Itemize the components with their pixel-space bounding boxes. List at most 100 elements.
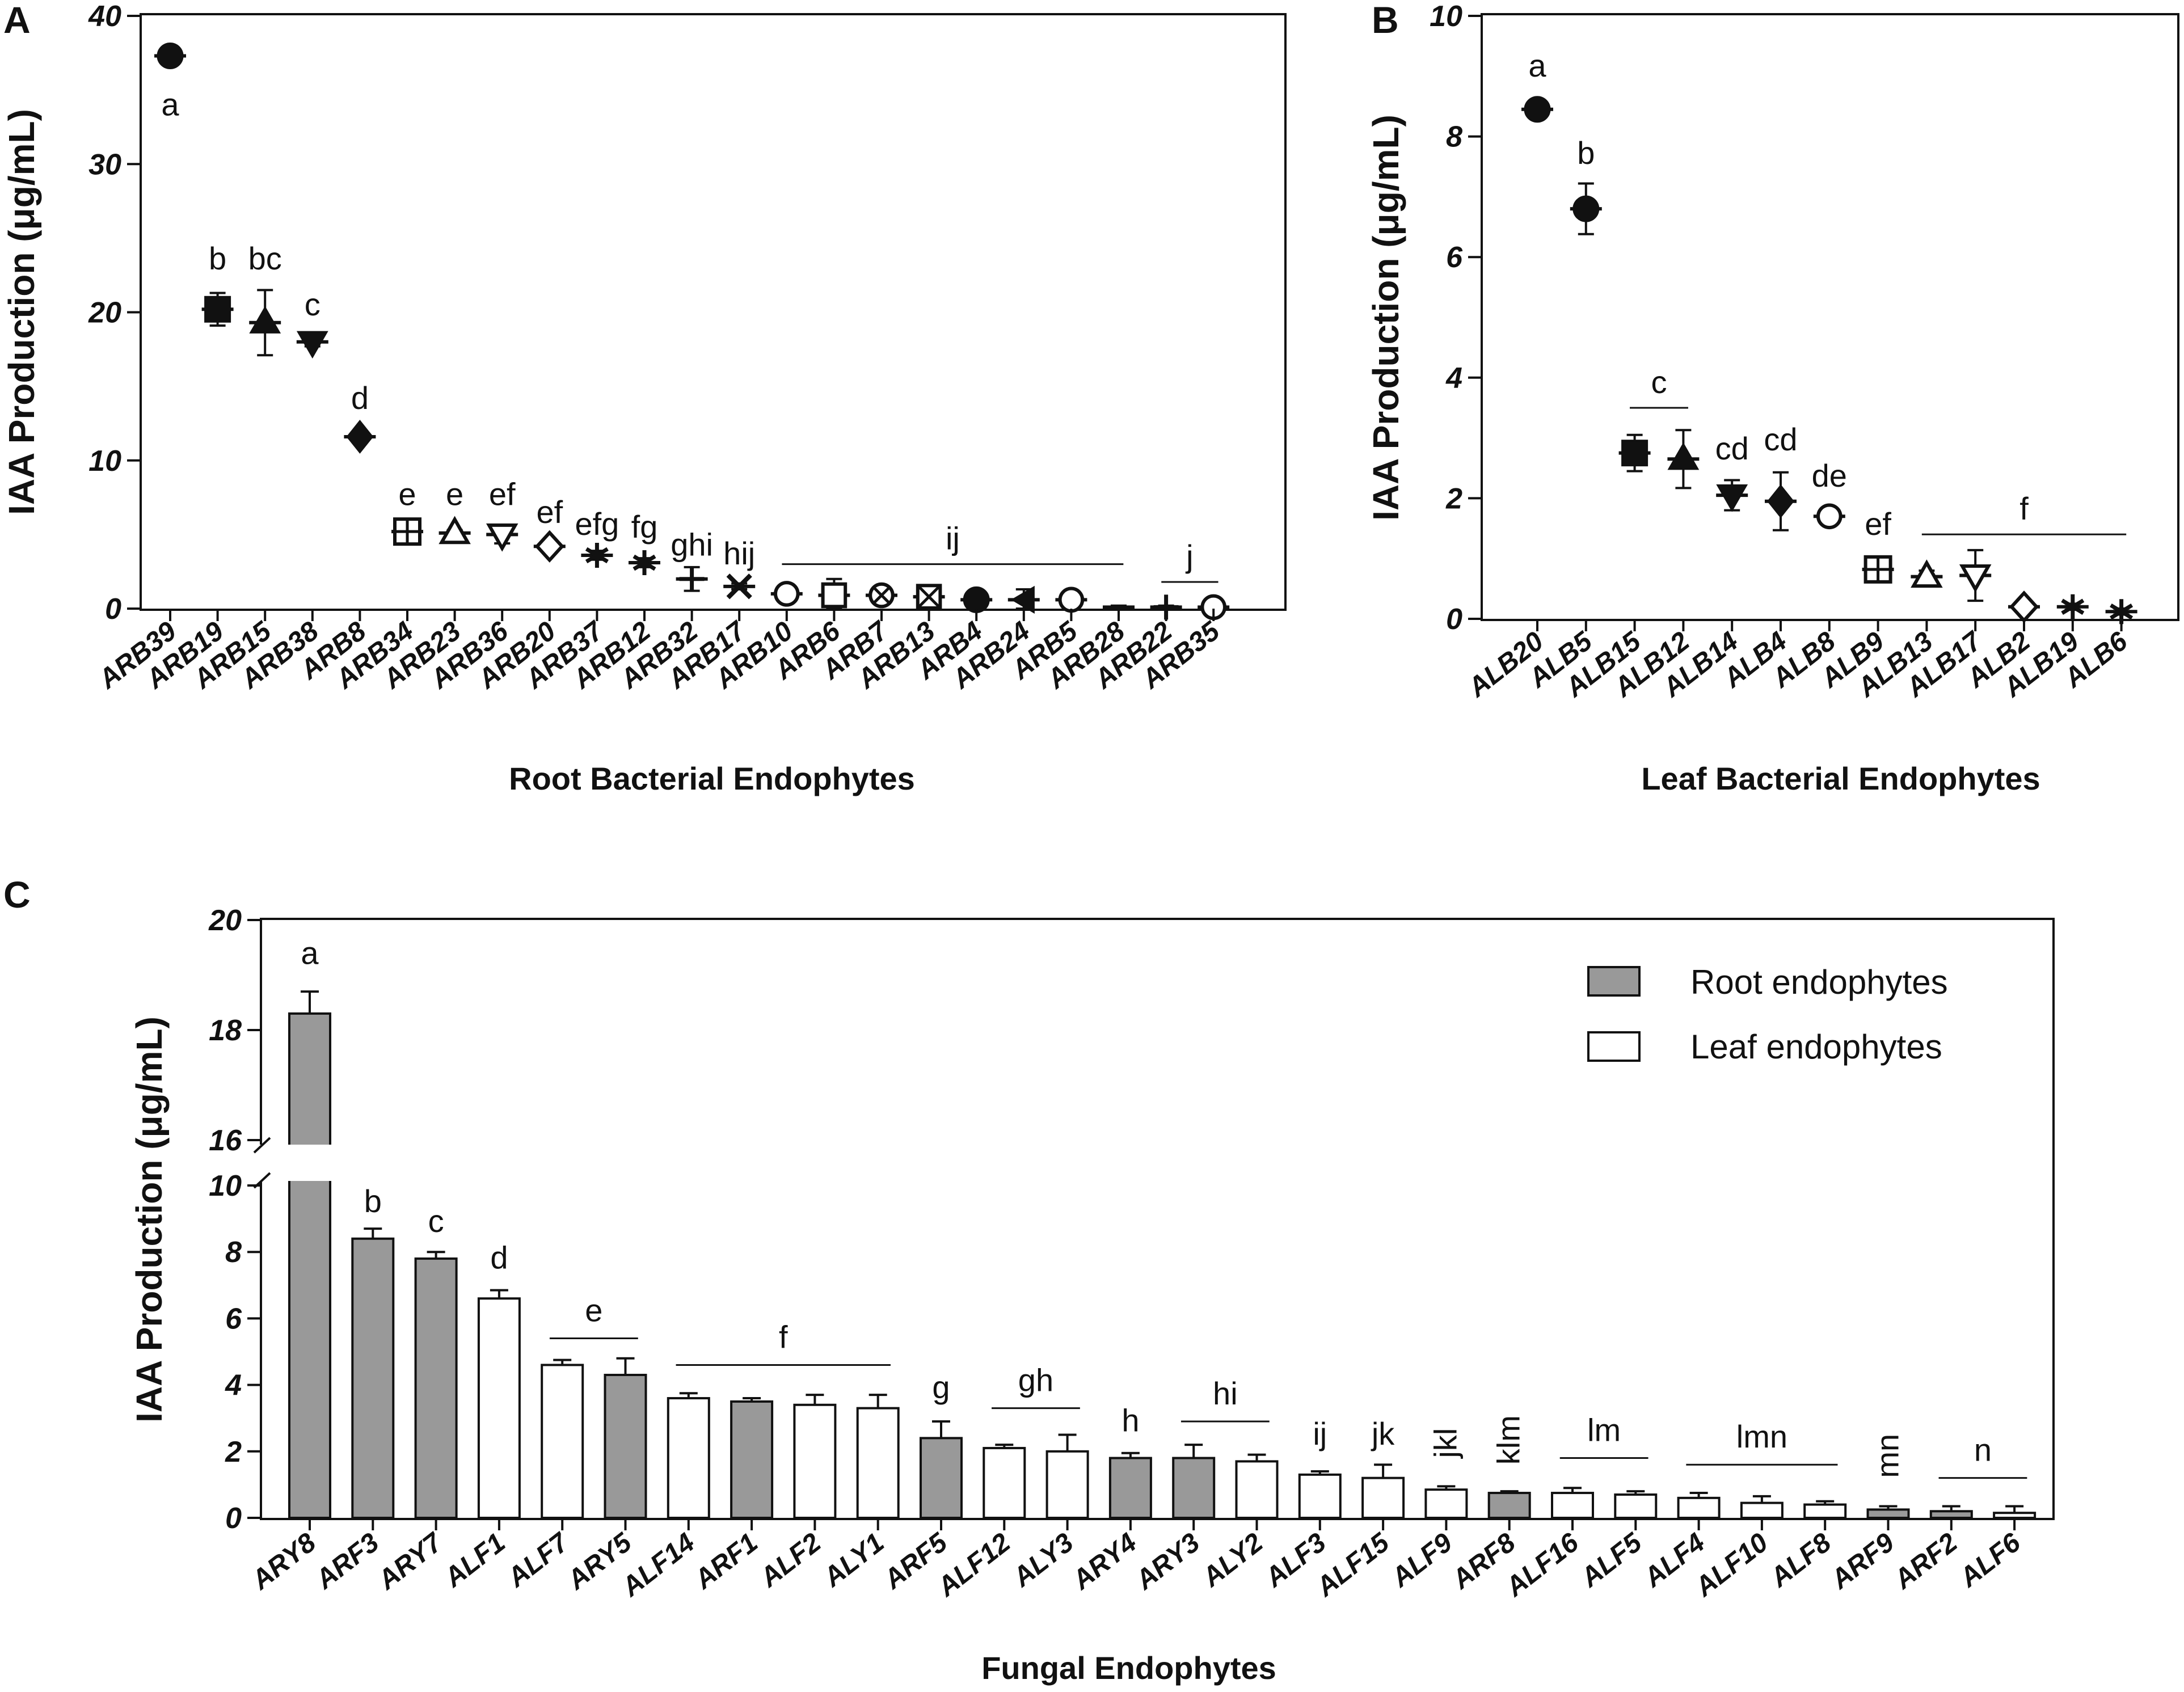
data-point-arb20 <box>534 530 564 563</box>
x-tick-label-alf5: ALF5 <box>1575 1527 1648 1593</box>
bar-alf4 <box>1677 1496 1721 1520</box>
legend-label-root: Root endophytes <box>1690 963 1948 1001</box>
bar-alf8 <box>1803 1503 1847 1520</box>
x-tick-label-aly2: ALY2 <box>1196 1528 1269 1593</box>
x-tick-label-alf9: ALF9 <box>1385 1528 1458 1593</box>
data-point-arb32 <box>679 566 705 592</box>
significance-label: hij <box>723 535 755 571</box>
bar-alf12 <box>983 1446 1026 1519</box>
y-tick-label: 8 <box>225 1236 242 1269</box>
data-point-arb37 <box>585 542 609 568</box>
data-point-alb17 <box>1959 564 1992 593</box>
data-point-arb34-plus <box>395 519 420 545</box>
x-tick-label-alf7: ALF7 <box>501 1526 575 1593</box>
panel-c-y-axis: 0 2 4 6 8 10 16 18 20 <box>208 904 262 1535</box>
bar-aly1 <box>856 1407 900 1520</box>
y-tick-label: 0 <box>105 593 121 626</box>
y-tick-label: 10 <box>88 445 121 478</box>
significance-label: b <box>209 240 226 276</box>
data-point-arb4 <box>963 586 990 613</box>
significance-label: b <box>364 1183 382 1219</box>
panel-letter-b: B <box>1372 0 1399 41</box>
significance-label: c <box>305 286 321 322</box>
x-tick-label-alf15: ALF15 <box>1310 1527 1395 1602</box>
y-tick-label: 20 <box>88 297 121 330</box>
panel-b-x-axis-label: Leaf Bacterial Endophytes <box>1641 761 2040 796</box>
data-point-alb2 <box>2009 590 2039 623</box>
bar-arf2 <box>1929 1510 1973 1520</box>
y-tick-label: 10 <box>209 1170 242 1202</box>
y-tick-label: 6 <box>225 1302 242 1335</box>
y-tick-label: 40 <box>88 0 121 33</box>
data-point-alb12 <box>1667 442 1700 470</box>
y-tick-label: 4 <box>1445 362 1462 395</box>
bar-alf3 <box>1298 1473 1342 1520</box>
x-tick-label-ary4: ARY4 <box>1066 1528 1142 1596</box>
data-point-alb20 <box>1524 96 1551 123</box>
x-tick-label-arf2: ARF2 <box>1888 1528 1963 1596</box>
panel-c-y-axis-label: IAA Production (μg/mL) <box>129 1016 170 1423</box>
bar-arf9 <box>1866 1508 1910 1520</box>
significance-label: g <box>932 1369 950 1405</box>
bar-ary4 <box>1108 1457 1152 1520</box>
data-point-arb5 <box>1058 586 1085 613</box>
significance-label: mn <box>1870 1434 1905 1478</box>
axis-break-slash <box>253 1172 271 1189</box>
y-tick-label: 16 <box>209 1124 242 1157</box>
data-point-arb39 <box>157 43 184 70</box>
bar-aly2 <box>1235 1460 1279 1519</box>
bar-alf16 <box>1551 1492 1594 1520</box>
panel-a-root-bacterial: 0 10 20 30 40 ARB39ARB19ARB15ARB38ARB8ARB34A… <box>1 0 1287 796</box>
panel-c-axis-break <box>245 1137 334 1189</box>
significance-label: e <box>398 476 416 512</box>
axis-break-gap <box>245 1145 334 1181</box>
significance-label: cd <box>1764 421 1797 457</box>
x-tick-label-aly1: ALY1 <box>817 1528 889 1593</box>
significance-label: ij <box>1313 1416 1327 1452</box>
panel-b-x-axis: ALB20ALB5ALB15ALB12ALB14ALB4ALB8ALB9ALB1… <box>1462 619 2134 703</box>
significance-label: f <box>779 1319 788 1355</box>
significance-label: hi <box>1213 1375 1238 1411</box>
significance-label: c <box>428 1203 444 1239</box>
x-tick-label-arf1: ARF1 <box>689 1528 764 1596</box>
data-point-arb38 <box>296 331 328 359</box>
significance-label: d <box>490 1240 508 1276</box>
significance-label: c <box>1651 364 1667 400</box>
y-tick-label: 0 <box>225 1502 242 1535</box>
data-point-arb13-x <box>917 584 942 609</box>
significance-label: jk <box>1371 1416 1395 1452</box>
x-tick-label-aly3: ALY3 <box>1007 1528 1080 1593</box>
significance-label: ef <box>489 476 516 512</box>
x-tick-label-alf2: ALF2 <box>754 1528 827 1593</box>
data-point-arb10 <box>774 581 800 607</box>
x-tick-label-ary7: ARY7 <box>372 1526 449 1596</box>
data-point-alb19 <box>2061 594 2085 619</box>
significance-label: e <box>446 476 463 512</box>
data-point-arb6 <box>821 582 848 609</box>
significance-label: a <box>1528 48 1546 83</box>
bar-alf1 <box>477 1297 521 1519</box>
panel-letter-c: C <box>3 874 31 915</box>
y-tick-label: 20 <box>208 904 242 937</box>
panel-c-legend: Root endophytes Leaf endophytes <box>1587 963 1948 1066</box>
bar-alf5 <box>1614 1493 1658 1519</box>
significance-label: a <box>301 935 319 971</box>
data-point-arb23 <box>439 516 471 545</box>
panel-b-y-axis-label: IAA Production (μg/mL) <box>1365 115 1406 521</box>
x-tick-label-arf9: ARF9 <box>1825 1528 1900 1596</box>
significance-label: f <box>2019 491 2029 526</box>
y-tick-label: 6 <box>1446 241 1463 274</box>
data-point-arb8 <box>346 420 374 454</box>
x-tick-label-alf8: ALF8 <box>1764 1528 1837 1593</box>
panel-c-x-axis: ARY8ARF3ARY7ALF1ALF7ARY5ALF14ARF1ALF2ALY… <box>246 1518 2026 1603</box>
significance-label: lmn <box>1736 1419 1787 1454</box>
significance-label: klm <box>1491 1415 1527 1465</box>
bar-arf3 <box>351 1237 395 1519</box>
significance-label: gh <box>1018 1362 1053 1398</box>
bar-arf1 <box>730 1400 774 1519</box>
significance-label: efg <box>575 506 619 542</box>
data-point-arb24 <box>1011 585 1035 614</box>
x-tick-label-alf14: ALF14 <box>616 1528 701 1603</box>
